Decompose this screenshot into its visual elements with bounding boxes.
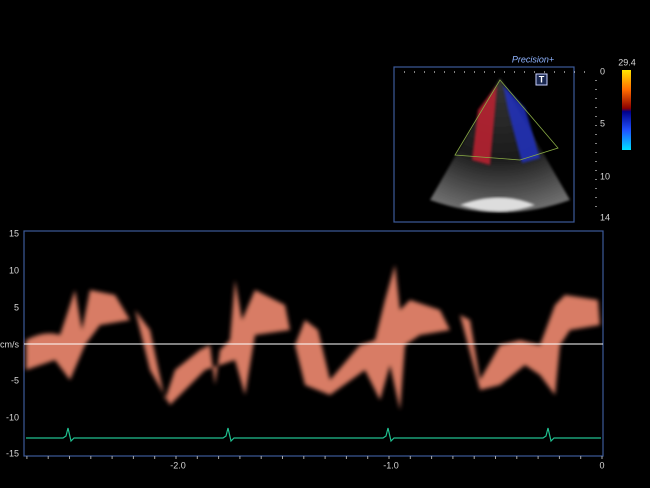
time-tick-label: 0	[599, 460, 604, 470]
ecg-trace	[26, 427, 601, 443]
time-tick-label: -1.0	[383, 460, 399, 470]
color-flow-red	[472, 85, 497, 165]
echo-sector	[430, 78, 570, 213]
mode-icon-box	[535, 73, 548, 86]
depth-tick-label: 5	[600, 118, 605, 128]
velocity-tick-label: -10	[6, 412, 19, 422]
time-tick-label: -2.0	[170, 460, 186, 470]
velocity-unit: cm/s	[0, 339, 19, 349]
depth-tick-label: 0	[600, 66, 605, 76]
velocity-tick-label: 5	[14, 302, 19, 312]
depth-tick-label: 14	[600, 212, 610, 222]
brand-label: Precision+	[512, 54, 554, 64]
doppler-spectrum	[26, 265, 600, 410]
velocity-tick-label: -15	[6, 448, 19, 458]
velocity-tick-label: -5	[11, 375, 19, 385]
color-scale-bar	[622, 70, 631, 150]
velocity-tick-label: 10	[9, 265, 19, 275]
color-scale-max: 29.4	[618, 57, 636, 67]
mode-icon: T	[539, 74, 545, 84]
depth-tick-label: 10	[600, 171, 610, 181]
color-flow-blue	[503, 85, 540, 163]
velocity-tick-label: 15	[9, 228, 19, 238]
time-axis-ticks	[26, 456, 603, 459]
color-box	[454, 79, 559, 161]
echo-tissue	[460, 197, 535, 212]
